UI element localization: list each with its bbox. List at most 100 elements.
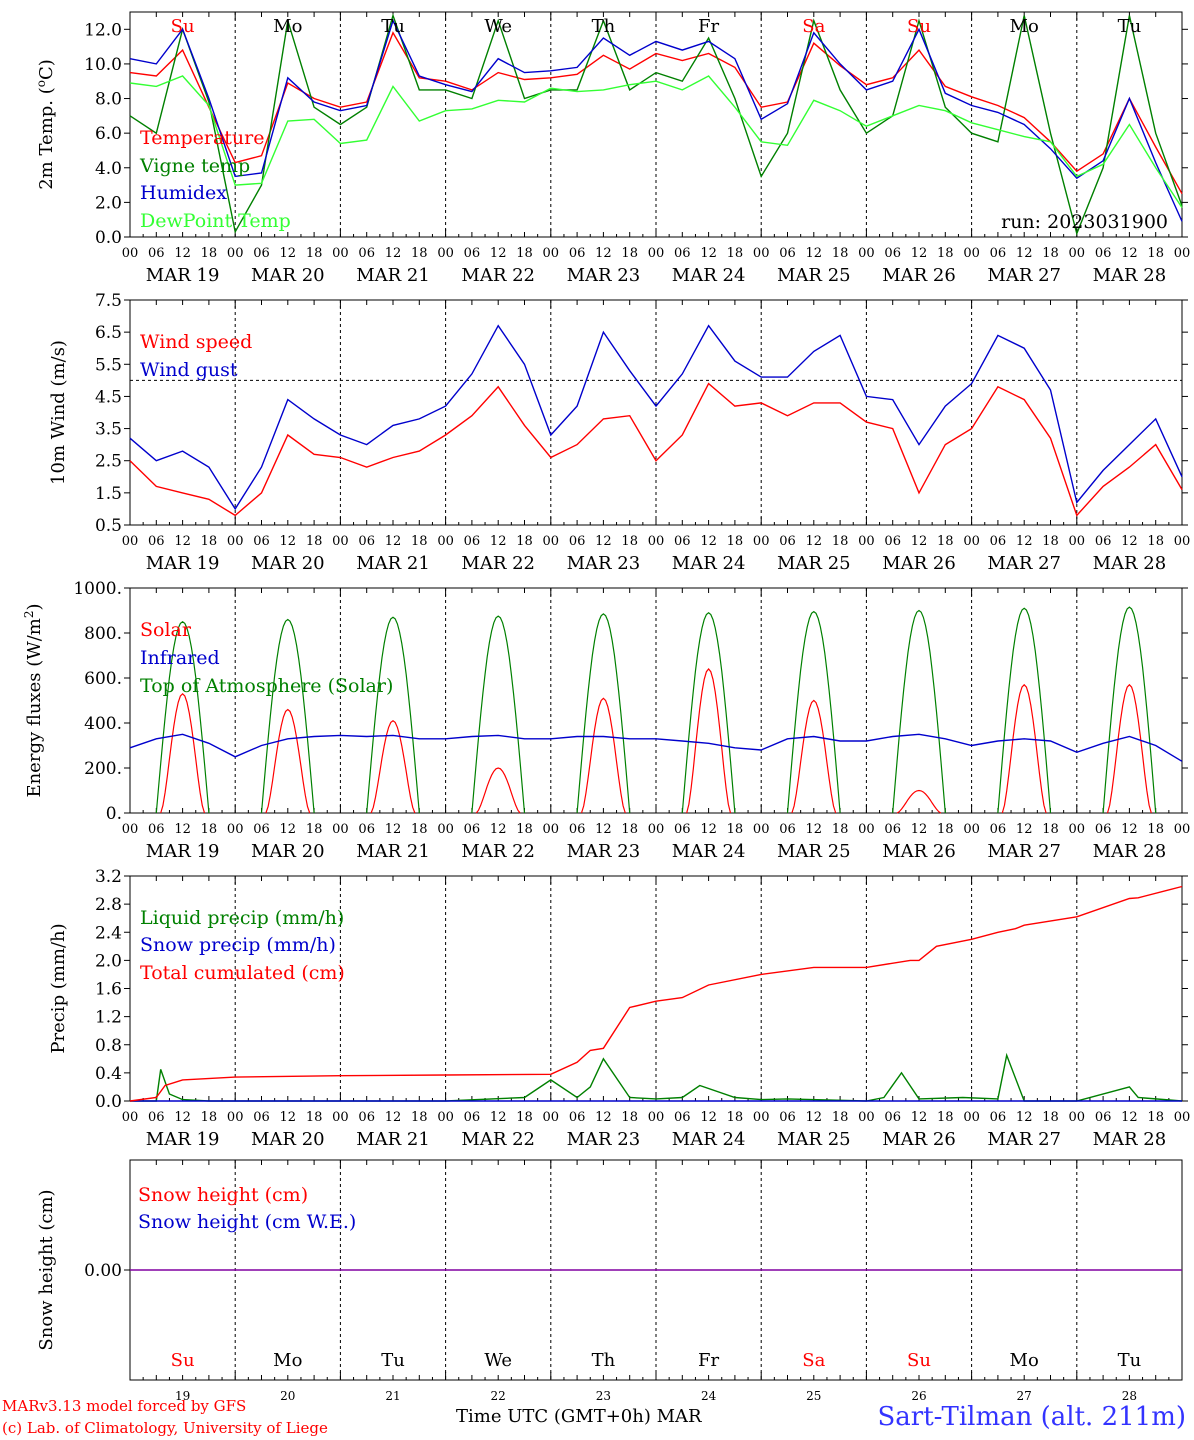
day-number-label: 22 xyxy=(491,1389,506,1403)
weekday-label: Su xyxy=(171,16,195,37)
x-hour-label: 00 xyxy=(332,246,349,261)
y-tick-label: 400. xyxy=(84,714,122,734)
x-hour-label: 12 xyxy=(595,534,612,549)
solar-line xyxy=(160,692,206,814)
y-tick-label: 800. xyxy=(84,624,122,644)
y-tick-label: 1.2 xyxy=(95,1008,122,1028)
x-hour-label: 00 xyxy=(543,534,560,549)
x-hour-label: 00 xyxy=(122,246,139,261)
x-hour-label: 06 xyxy=(253,822,270,837)
wind-speed-line xyxy=(129,382,1183,517)
x-date-label: MAR 20 xyxy=(251,1129,325,1150)
x-hour-label: 12 xyxy=(385,246,402,261)
day-number-label: 25 xyxy=(806,1389,821,1403)
x-hour-label: 06 xyxy=(358,534,375,549)
weekday-label: Tu xyxy=(1118,16,1142,37)
y-tick-label: 0.5 xyxy=(95,516,122,536)
x-hour-label: 12 xyxy=(595,822,612,837)
x-date-label: MAR 27 xyxy=(987,1129,1061,1150)
x-hour-label: 00 xyxy=(122,1110,139,1125)
x-hour-label: 18 xyxy=(516,534,533,549)
x-hour-label: 06 xyxy=(884,822,901,837)
x-hour-label: 00 xyxy=(437,246,454,261)
x-hour-label: 06 xyxy=(148,246,165,261)
x-hour-label: 12 xyxy=(385,1110,402,1125)
x-hour-label: 06 xyxy=(148,534,165,549)
x-hour-label: 18 xyxy=(201,534,218,549)
x-hour-label: 00 xyxy=(963,534,980,549)
y-axis-label: Snow height (cm) xyxy=(36,1189,57,1350)
x-hour-label: 12 xyxy=(806,1110,823,1125)
x-axis-label: Time UTC (GMT+0h) MAR xyxy=(456,1406,702,1427)
x-hour-label: 00 xyxy=(1174,822,1191,837)
x-hour-label: 12 xyxy=(385,534,402,549)
x-hour-label: 12 xyxy=(1016,1110,1033,1125)
x-hour-label: 00 xyxy=(122,534,139,549)
x-hour-label: 06 xyxy=(1095,534,1112,549)
x-hour-label: 12 xyxy=(700,822,717,837)
x-hour-label: 06 xyxy=(569,1110,586,1125)
weekday-label: Fr xyxy=(698,1350,719,1371)
x-hour-label: 06 xyxy=(358,1110,375,1125)
x-hour-label: 18 xyxy=(516,822,533,837)
day-number-label: 20 xyxy=(280,1389,295,1403)
weekday-label: Th xyxy=(592,1350,616,1371)
x-hour-label: 00 xyxy=(1174,534,1191,549)
x-hour-label: 00 xyxy=(1069,1110,1086,1125)
x-date-label: MAR 20 xyxy=(251,841,325,862)
solar-line xyxy=(1106,683,1152,814)
x-hour-label: 06 xyxy=(1095,246,1112,261)
y-tick-label: 600. xyxy=(84,669,122,689)
x-hour-label: 06 xyxy=(253,246,270,261)
y-tick-label: 10.0 xyxy=(84,55,122,75)
x-date-label: MAR 26 xyxy=(882,1129,956,1150)
legend-entry: Liquid precip (mm/h) xyxy=(140,907,344,929)
credit-line-lab: (c) Lab. of Climatology, University of L… xyxy=(2,1419,328,1437)
weekday-label: Mo xyxy=(273,16,302,37)
x-date-label: MAR 24 xyxy=(672,553,746,574)
x-date-label: MAR 21 xyxy=(356,841,430,862)
x-hour-label: 18 xyxy=(306,1110,323,1125)
x-hour-label: 06 xyxy=(779,822,796,837)
x-hour-label: 18 xyxy=(937,822,954,837)
legend-entry: Snow precip (mm/h) xyxy=(140,934,336,956)
x-hour-label: 00 xyxy=(122,822,139,837)
x-hour-label: 18 xyxy=(832,246,849,261)
x-date-label: MAR 25 xyxy=(777,265,851,286)
x-hour-label: 18 xyxy=(832,822,849,837)
panel-2 xyxy=(124,299,1188,526)
toa-solar-line xyxy=(366,616,420,814)
x-hour-label: 06 xyxy=(464,822,481,837)
x-date-label: MAR 25 xyxy=(777,841,851,862)
x-hour-label: 12 xyxy=(174,534,191,549)
x-date-label: MAR 20 xyxy=(251,265,325,286)
x-date-label: MAR 19 xyxy=(146,841,220,862)
station-label: Sart-Tilman (alt. 211m) xyxy=(877,1402,1186,1432)
x-hour-label: 18 xyxy=(727,246,744,261)
x-hour-label: 12 xyxy=(280,534,297,549)
x-hour-label: 12 xyxy=(490,1110,507,1125)
x-hour-label: 00 xyxy=(543,1110,560,1125)
x-date-label: MAR 28 xyxy=(1093,265,1167,286)
x-hour-label: 18 xyxy=(727,1110,744,1125)
x-hour-label: 18 xyxy=(201,822,218,837)
x-hour-label: 06 xyxy=(569,822,586,837)
legend-entry: Wind gust xyxy=(140,359,238,381)
humidex-line xyxy=(129,18,1183,222)
toa-solar-line xyxy=(155,621,210,814)
x-hour-label: 00 xyxy=(332,534,349,549)
x-hour-label: 00 xyxy=(753,246,770,261)
x-hour-label: 06 xyxy=(358,246,375,261)
x-hour-label: 18 xyxy=(727,822,744,837)
x-hour-label: 06 xyxy=(253,1110,270,1125)
x-hour-label: 12 xyxy=(700,1110,717,1125)
x-hour-label: 12 xyxy=(280,246,297,261)
x-hour-label: 12 xyxy=(806,246,823,261)
solar-line xyxy=(791,699,837,814)
solar-line xyxy=(580,697,626,814)
x-hour-label: 18 xyxy=(621,822,638,837)
weekday-label: Th xyxy=(592,16,616,37)
x-hour-label: 18 xyxy=(937,534,954,549)
x-hour-label: 00 xyxy=(858,246,875,261)
weekday-label: Sa xyxy=(802,1350,825,1371)
